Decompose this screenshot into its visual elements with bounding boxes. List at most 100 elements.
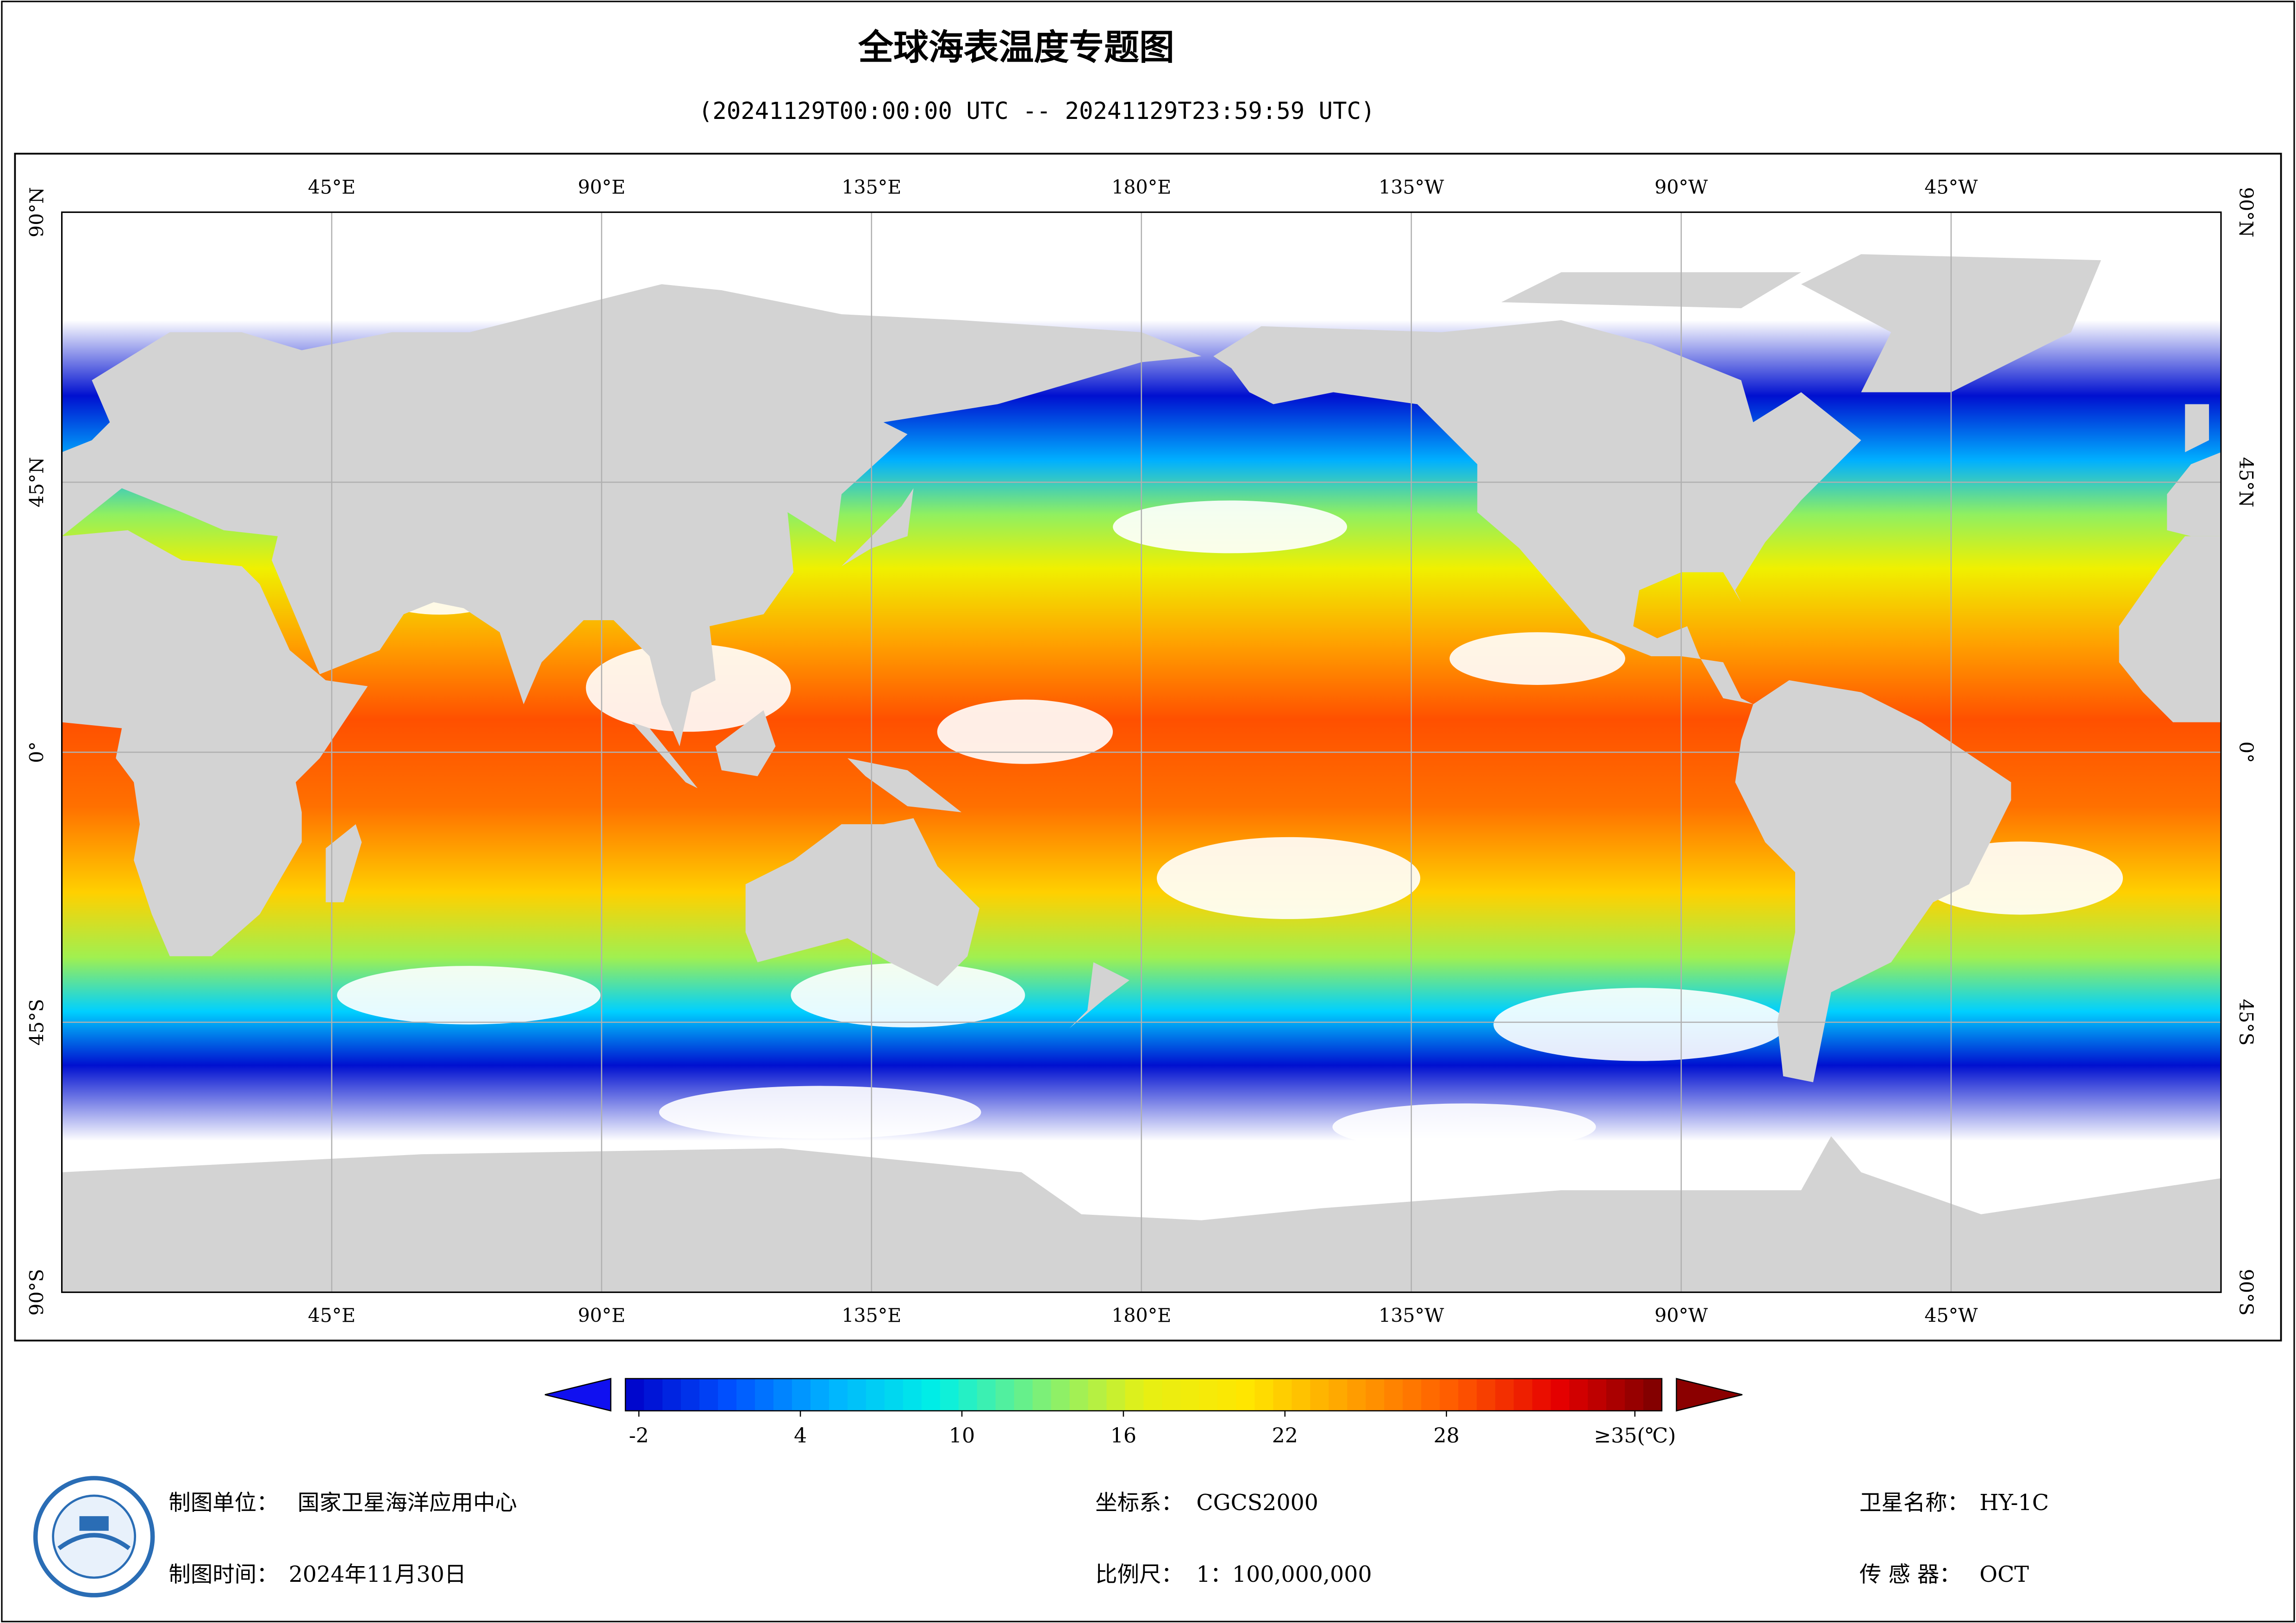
colorbar-cell bbox=[940, 1378, 959, 1411]
colorbar-cell bbox=[921, 1378, 941, 1411]
colorbar-cell bbox=[1199, 1378, 1218, 1411]
colorbar-cell bbox=[736, 1378, 755, 1411]
footer-date-label: 制图时间： bbox=[168, 1562, 278, 1587]
footer: 制图单位： 国家卫星海洋应用中心 制图时间： 2024年11月30日 坐标系： … bbox=[168, 1490, 2049, 1587]
colorbar-cell bbox=[1236, 1378, 1255, 1411]
colorbar-cell bbox=[1273, 1378, 1292, 1411]
colorbar-min-arrow bbox=[544, 1378, 611, 1412]
colorbar-cell bbox=[1551, 1378, 1570, 1411]
colorbar-cell bbox=[1051, 1378, 1070, 1411]
lon-label-top: 45°E bbox=[308, 176, 356, 198]
land-mass bbox=[1735, 680, 2011, 1082]
colorbar-cell bbox=[810, 1378, 830, 1411]
colorbar-cell bbox=[866, 1378, 885, 1411]
colorbar-cell bbox=[1440, 1378, 1459, 1411]
colorbar-tick-label: 4 bbox=[794, 1424, 807, 1448]
lon-label-bottom: 90°W bbox=[1654, 1305, 1708, 1327]
lat-label-left: 90°N bbox=[25, 187, 48, 237]
colorbar-tick-label: 10 bbox=[949, 1424, 975, 1448]
colorbar-cell bbox=[792, 1378, 811, 1411]
lat-label-right: 45°N bbox=[2235, 457, 2257, 508]
lat-label-right: 0° bbox=[2235, 741, 2257, 763]
map-border bbox=[61, 211, 2222, 1293]
footer-crs-label: 坐标系： bbox=[1095, 1490, 1183, 1516]
land-mass bbox=[841, 488, 914, 566]
colorbar-cell bbox=[1162, 1378, 1181, 1411]
lon-label-top: 135°W bbox=[1379, 176, 1444, 198]
colorbar-cell bbox=[1495, 1378, 1515, 1411]
colorbar-cell bbox=[1329, 1378, 1348, 1411]
footer-scale-value: 1：100,000,000 bbox=[1196, 1562, 1372, 1587]
land-mass bbox=[62, 530, 368, 957]
lon-label-top: 180°E bbox=[1111, 176, 1171, 198]
colorbar-cell bbox=[1032, 1378, 1052, 1411]
colorbar-cell bbox=[1310, 1378, 1329, 1411]
land-mass bbox=[2119, 536, 2221, 722]
lon-label-top: 90°E bbox=[578, 176, 625, 198]
land-mass bbox=[847, 758, 962, 813]
footer-satellite-label: 卫星名称： bbox=[1859, 1490, 1969, 1516]
colorbar-cell bbox=[1458, 1378, 1478, 1411]
lon-label-bottom: 135°W bbox=[1379, 1305, 1444, 1327]
footer-unit-label: 制图单位： bbox=[168, 1490, 278, 1516]
colorbar-cell bbox=[1014, 1378, 1033, 1411]
lon-label-top: 45°W bbox=[1924, 176, 1978, 198]
colorbar-cell bbox=[1643, 1378, 1662, 1411]
map-frame bbox=[14, 153, 2282, 1342]
colorbar-cell bbox=[1421, 1378, 1441, 1411]
colorbar-cell bbox=[1143, 1378, 1163, 1411]
colorbar-cell bbox=[699, 1378, 718, 1411]
colorbar-cell bbox=[829, 1378, 848, 1411]
colorbar-max-arrow bbox=[1676, 1378, 1743, 1412]
lon-label-bottom: 90°E bbox=[578, 1305, 625, 1327]
lon-label-bottom: 45°W bbox=[1924, 1305, 1978, 1327]
footer-crs-value: CGCS2000 bbox=[1196, 1490, 1318, 1516]
land-mass bbox=[62, 284, 1202, 746]
colorbar-cell bbox=[1292, 1378, 1311, 1411]
colorbar-cell bbox=[977, 1378, 996, 1411]
colorbar-cell bbox=[773, 1378, 792, 1411]
colorbar-cell bbox=[1588, 1378, 1607, 1411]
colorbar-cell bbox=[1125, 1378, 1144, 1411]
logo bbox=[33, 1476, 155, 1598]
land-mass bbox=[1213, 320, 1861, 704]
land-mass bbox=[745, 818, 980, 987]
colorbar-cell bbox=[1106, 1378, 1126, 1411]
map-title: 全球海表温度专题图 bbox=[858, 27, 1174, 68]
colorbar-cell bbox=[1069, 1378, 1089, 1411]
lat-label-left: 0° bbox=[25, 741, 48, 763]
colorbar-cell bbox=[1180, 1378, 1200, 1411]
lon-label-bottom: 135°E bbox=[842, 1305, 901, 1327]
colorbar-cell bbox=[718, 1378, 737, 1411]
lat-label-right: 90°S bbox=[2235, 1269, 2257, 1316]
lat-label-left: 45°S bbox=[25, 999, 48, 1045]
footer-date-value: 2024年11月30日 bbox=[289, 1562, 467, 1587]
colorbar-cell bbox=[1403, 1378, 1422, 1411]
colorbar-border bbox=[624, 1378, 1663, 1412]
colorbar-cell bbox=[755, 1378, 774, 1411]
colorbar: -2 4 10 16 22 28 ≥35(℃) bbox=[544, 1378, 1743, 1448]
land-mass bbox=[631, 722, 698, 789]
colorbar-cell bbox=[1254, 1378, 1274, 1411]
colorbar-tick-label: 16 bbox=[1111, 1424, 1136, 1448]
colorbar-cell bbox=[644, 1378, 663, 1411]
colorbar-tick-label: ≥35(℃) bbox=[1594, 1424, 1676, 1448]
land-mass bbox=[2167, 452, 2221, 536]
land-mass bbox=[1069, 962, 1129, 1028]
colorbar-cell bbox=[903, 1378, 922, 1411]
colorbar-cell bbox=[1217, 1378, 1237, 1411]
colorbar-cell bbox=[1477, 1378, 1496, 1411]
footer-satellite-value: HY-1C bbox=[1979, 1490, 2049, 1516]
coordinate-labels: 45°E 45°E 90°E 90°E 135°E 135°E 180°E 180°E 135°… bbox=[25, 176, 2257, 1326]
colorbar-cell bbox=[1384, 1378, 1404, 1411]
graticule bbox=[62, 212, 2221, 1293]
map-subtitle: (20241129T00:00:00 UTC -- 20241129T23:59… bbox=[699, 97, 1375, 124]
colorbar-cell bbox=[1625, 1378, 1644, 1411]
land-mass bbox=[715, 710, 776, 777]
lat-label-left: 90°S bbox=[25, 1269, 48, 1316]
colorbar-cell bbox=[958, 1378, 978, 1411]
map-area bbox=[62, 212, 2221, 1293]
colorbar-cell bbox=[1606, 1378, 1625, 1411]
colorbar-tick-label: -2 bbox=[629, 1424, 649, 1448]
